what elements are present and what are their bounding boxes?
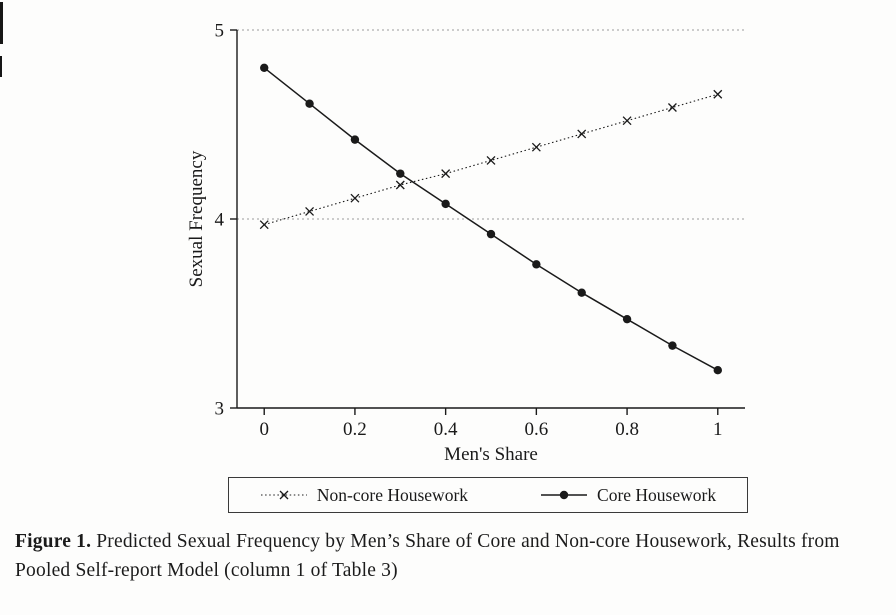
figure-caption-label: Figure 1. (15, 531, 92, 552)
x-axis-title: Men's Share (444, 444, 538, 465)
x-tick-label: 0 (259, 419, 269, 440)
y-axis-title: Sexual Frequency (186, 150, 207, 287)
legend-label-core: Core Housework (597, 484, 717, 505)
series-core-housework (260, 63, 722, 375)
x-tick-label: 0.6 (524, 419, 548, 440)
x-tick-label: 0.2 (343, 419, 367, 440)
x-tick-label: 0.4 (434, 419, 458, 440)
figure-caption-text: Predicted Sexual Frequency by Men’s Shar… (15, 531, 840, 581)
y-tick-label: 3 (215, 399, 225, 420)
noncore-dotted-x-line-icon (260, 490, 307, 500)
series-non-core-housework (259, 89, 723, 230)
legend-item-core: Core Housework (540, 485, 716, 506)
legend-label-noncore: Non-core Housework (316, 484, 469, 505)
x-tick-label: 0.8 (615, 419, 639, 440)
y-tick-label: 4 (215, 210, 225, 231)
chart-legend: Non-core Housework Core Housework (228, 477, 748, 513)
legend-item-noncore: Non-core Housework (260, 485, 468, 506)
line-chart: 3 4 5 0 0.2 0.4 0.6 0.8 1 Sexual Frequency Men's S… (186, 21, 745, 465)
scan-artifact (0, 56, 2, 77)
figure-caption: Figure 1. Predicted Sexual Frequency by … (15, 528, 885, 586)
x-tick-label: 1 (713, 419, 723, 440)
axes (230, 29, 745, 415)
y-gridlines (237, 29, 745, 220)
y-tick-label: 5 (215, 21, 225, 42)
scan-artifact (0, 2, 3, 44)
core-solid-dot-line-icon (541, 490, 588, 500)
